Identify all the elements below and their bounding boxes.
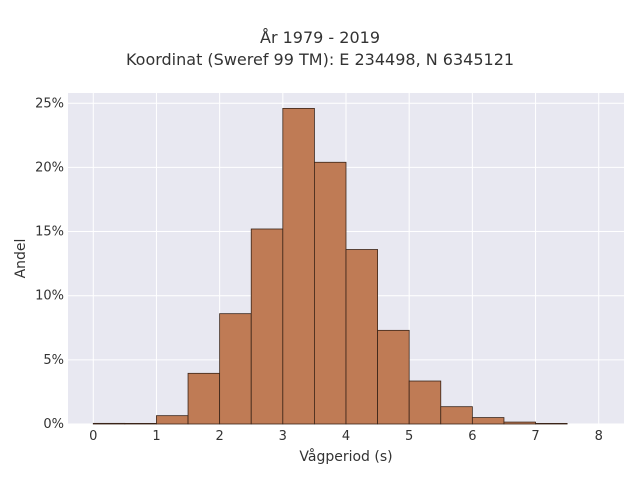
histogram-bar — [408, 380, 442, 425]
y-axis-ticks: 0% 5% 10% 15% 20% 25% — [35, 96, 64, 432]
histogram-bars — [92, 107, 568, 425]
y-tick-label: 0% — [43, 417, 64, 432]
x-tick-label: 0 — [89, 429, 97, 444]
histogram-bar — [219, 313, 252, 425]
histogram-bar — [156, 415, 189, 425]
histogram-bar — [440, 406, 473, 425]
histogram-bar — [124, 422, 157, 425]
x-tick-label: 5 — [405, 429, 413, 444]
y-tick-label: 10% — [35, 289, 64, 304]
y-tick-label: 20% — [35, 160, 64, 175]
y-tick-label: 5% — [43, 353, 64, 368]
x-tick-label: 2 — [215, 429, 223, 444]
histogram-bar — [471, 417, 505, 425]
x-axis-ticks: 0 1 2 3 4 5 6 7 8 — [89, 429, 603, 444]
histogram-bar — [187, 372, 221, 425]
y-tick-label: 25% — [35, 96, 64, 111]
chart-subtitle: Koordinat (Sweref 99 TM): E 234498, N 63… — [125, 50, 515, 69]
x-tick-label: 3 — [279, 429, 287, 444]
x-tick-label: 4 — [342, 429, 350, 444]
histogram-bar — [535, 422, 568, 425]
histogram-bar — [282, 107, 315, 425]
y-axis-title: Andel — [13, 239, 29, 279]
x-tick-label: 7 — [531, 429, 539, 444]
histogram-bar — [503, 421, 536, 425]
histogram-bar — [377, 329, 410, 425]
histogram-bar — [250, 228, 284, 425]
histogram-bar — [345, 249, 378, 425]
x-tick-label: 1 — [152, 429, 160, 444]
histogram-bar — [314, 161, 347, 425]
x-tick-label: 8 — [595, 429, 603, 444]
x-tick-label: 6 — [468, 429, 476, 444]
x-axis-title: Vågperiod (s) — [299, 448, 392, 465]
chart-title: År 1979 - 2019 — [260, 28, 380, 47]
histogram-bar — [92, 422, 126, 425]
y-tick-label: 15% — [35, 225, 64, 240]
